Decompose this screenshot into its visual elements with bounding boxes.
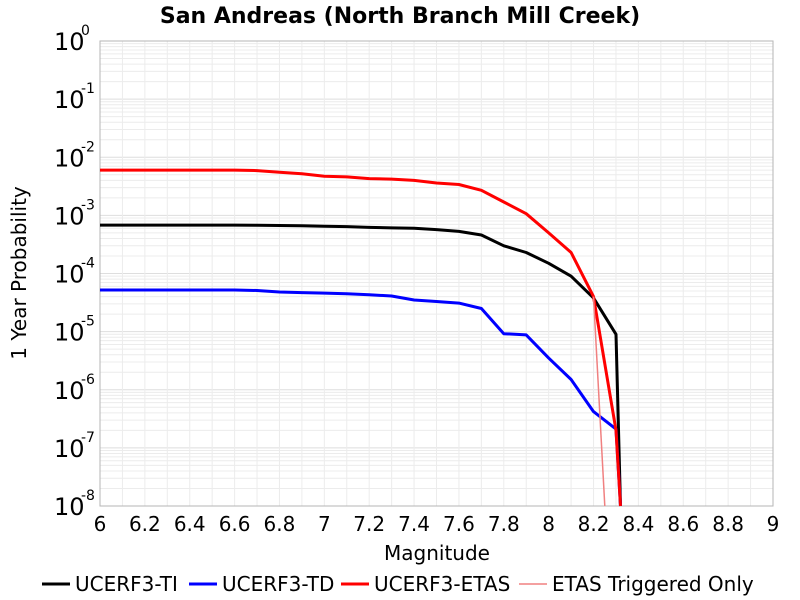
series-layer (100, 168, 622, 507)
y-tick-base: 10 (54, 435, 85, 463)
y-tick-label: 100 (54, 23, 90, 56)
y-tick-base: 10 (54, 144, 85, 172)
x-tick-label: 8.2 (578, 512, 610, 536)
y-tick-label: 10-1 (54, 81, 95, 114)
y-tick-exponent: -6 (81, 372, 95, 388)
y-tick-exponent: -5 (81, 314, 95, 330)
y-tick-exponent: -1 (81, 81, 95, 97)
y-tick-exponent: -7 (81, 430, 95, 446)
x-tick-label: 6.6 (219, 512, 251, 536)
x-tick-label: 6.2 (129, 512, 161, 536)
legend-label: UCERF3-TD (222, 572, 334, 596)
y-tick-base: 10 (54, 202, 85, 230)
y-tick-label: 10-6 (54, 372, 95, 405)
y-tick-base: 10 (54, 261, 85, 289)
y-tick-base: 10 (54, 28, 85, 56)
y-tick-label: 10-2 (54, 139, 95, 172)
x-tick-label: 8.4 (622, 512, 654, 536)
y-tick-exponent: -8 (81, 488, 95, 504)
legend-label: ETAS Triggered Only (552, 572, 754, 596)
series-line (100, 168, 622, 507)
y-tick-label: 10-7 (54, 430, 95, 463)
x-tick-label: 8.6 (667, 512, 699, 536)
y-tick-exponent: -2 (81, 139, 95, 155)
x-tick-label: 7.6 (443, 512, 475, 536)
series-line (100, 223, 622, 507)
x-tick-label: 7.2 (353, 512, 385, 536)
chart-title: San Andreas (North Branch Mill Creek) (160, 4, 640, 29)
legend-item: UCERF3-ETAS (341, 572, 510, 596)
y-tick-label: 10-4 (54, 256, 95, 289)
legend: UCERF3-TI UCERF3-TD UCERF3-ETAS ETAS Trigge… (42, 572, 754, 596)
y-tick-base: 10 (54, 377, 85, 405)
y-tick-base: 10 (54, 319, 85, 347)
x-tick-label: 7.8 (488, 512, 520, 536)
series-line (100, 288, 622, 507)
y-axis-label: 1 Year Probability (7, 186, 31, 360)
legend-item: UCERF3-TI (42, 572, 178, 596)
y-tick-exponent: -3 (81, 197, 95, 213)
y-tick-label: 10-3 (54, 197, 95, 230)
y-tick-base: 10 (54, 493, 85, 521)
series-line (592, 296, 606, 507)
x-tick-label: 6 (94, 512, 107, 536)
x-axis-ticks: 6 6.2 6.4 6.6 6.8 7 7.2 7.4 7.6 7.8 8 8.2 8.4 8.6 8.8 9 (94, 512, 780, 536)
x-axis-label: Magnitude (384, 541, 490, 565)
x-tick-label: 6.4 (174, 512, 206, 536)
y-tick-exponent: -4 (81, 256, 95, 272)
plot-area (99, 40, 774, 507)
y-tick-label: 10-5 (54, 314, 95, 347)
y-tick-exponent: 0 (81, 23, 90, 39)
legend-item: UCERF3-TD (189, 572, 334, 596)
x-tick-label: 6.8 (264, 512, 296, 536)
x-tick-label: 8.8 (712, 512, 744, 536)
x-tick-label: 7.4 (398, 512, 430, 536)
chart-grid (99, 40, 774, 507)
y-tick-label: 10-8 (54, 488, 95, 521)
x-tick-label: 9 (767, 512, 780, 536)
legend-item: ETAS Triggered Only (519, 572, 754, 596)
x-tick-label: 8 (542, 512, 555, 536)
legend-label: UCERF3-ETAS (374, 572, 510, 596)
legend-label: UCERF3-TI (75, 572, 178, 596)
x-tick-label: 7 (318, 512, 331, 536)
y-tick-base: 10 (54, 86, 85, 114)
